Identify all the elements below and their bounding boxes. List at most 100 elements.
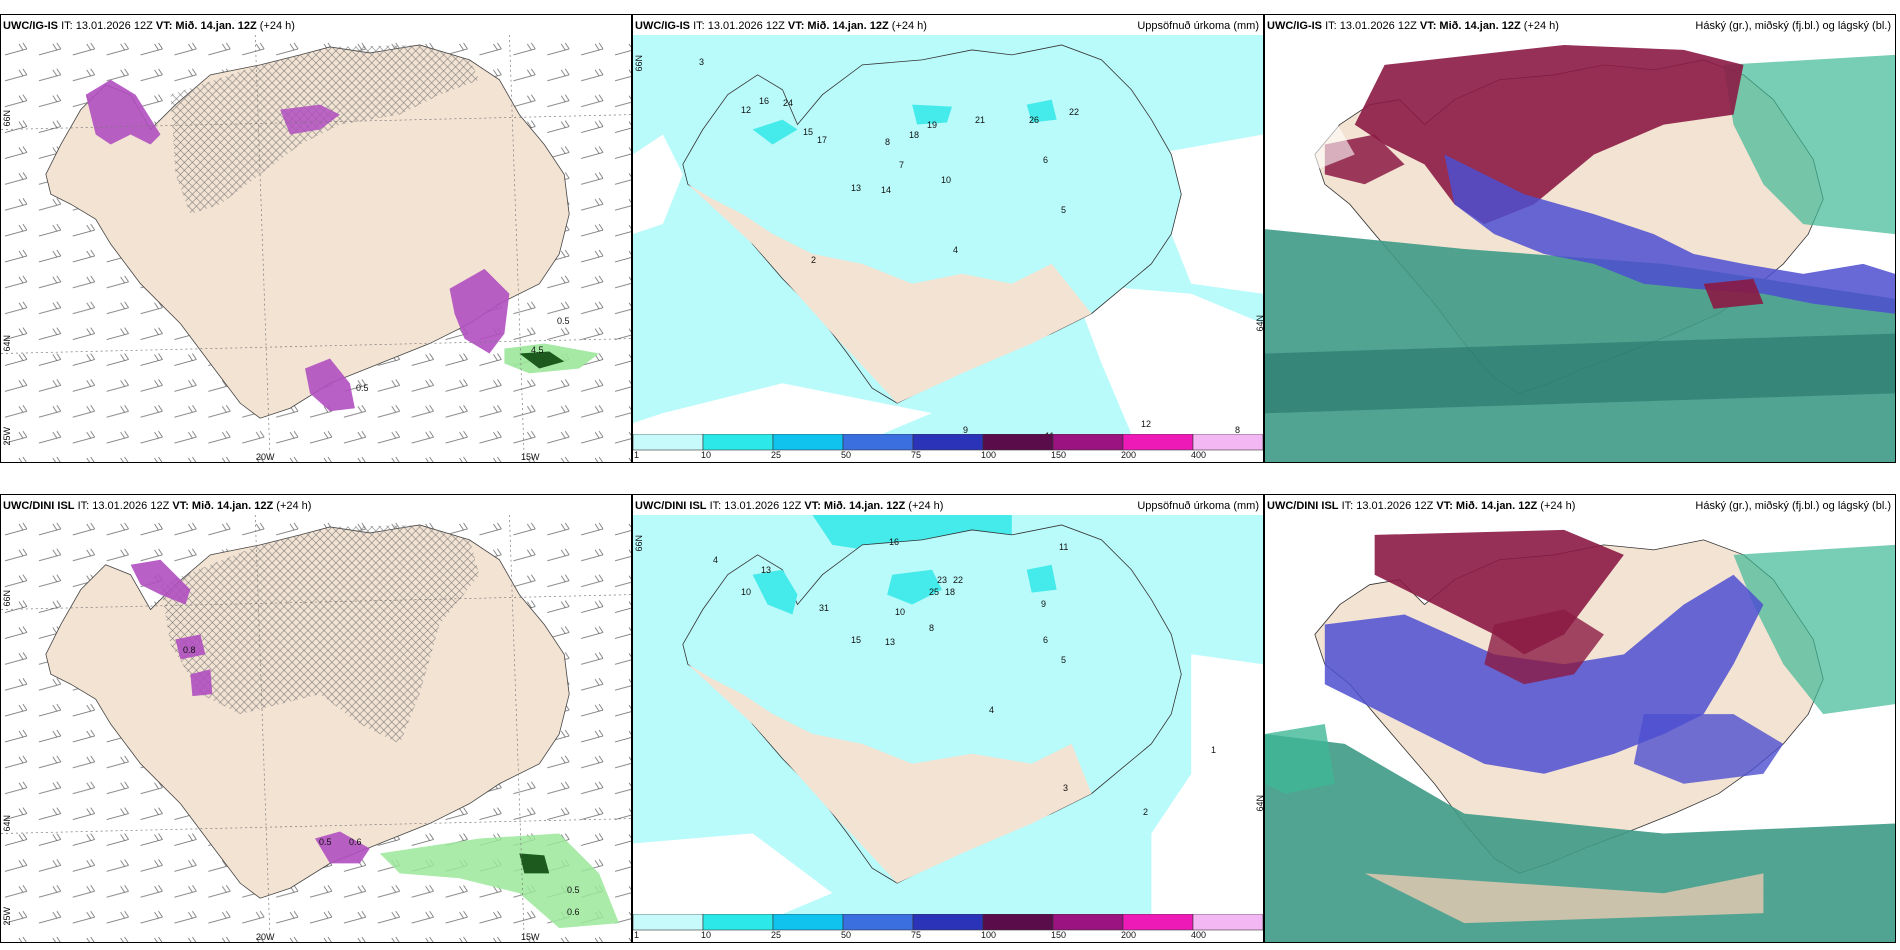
precip-value: 16 <box>889 537 900 547</box>
ice-purple-nw <box>85 79 161 145</box>
lon-label-25: 25W <box>2 427 12 446</box>
colorbar-swatch <box>912 914 984 931</box>
colorbar-tick: 50 <box>841 450 852 460</box>
colorbar-tick: 150 <box>1051 450 1067 460</box>
lon-label-25: 25W <box>2 907 12 926</box>
hatched-area <box>160 524 480 744</box>
precip-value: 5 <box>1061 655 1067 665</box>
colorbar-swatch <box>633 914 704 931</box>
green-area-dark <box>519 351 565 369</box>
colorbar-swatches <box>633 434 1263 451</box>
model-name: UWC/IG-IS <box>635 20 690 32</box>
low-cloud-ne <box>1733 544 1895 715</box>
colorbar-swatch <box>912 434 984 451</box>
lon-label-20: 20W <box>256 452 275 462</box>
precip-value: 13 <box>761 565 772 575</box>
clouds-panel-row2: UWC/DINI ISL IT: 13.01.2026 12Z VT: Mið.… <box>1264 494 1896 943</box>
colorbar-swatch <box>1192 914 1263 931</box>
contour-label: 0.5 <box>356 383 369 393</box>
precip-value: 22 <box>953 575 964 585</box>
colorbar-tick: 400 <box>1191 450 1207 460</box>
precip-value: 15 <box>803 127 814 137</box>
init-time: IT: 13.01.2026 12Z <box>77 500 170 512</box>
precip-map <box>633 35 1263 434</box>
lat-label-66: 66N <box>2 110 12 127</box>
precip-value: 16 <box>759 96 770 106</box>
colorbar-swatch <box>772 434 844 451</box>
precip-value: 9 <box>1041 599 1047 609</box>
precip-value: 4 <box>953 245 959 255</box>
colorbar-tick: 1 <box>634 930 640 940</box>
precip-value: 4 <box>989 705 995 715</box>
precip-value: 10 <box>895 607 906 617</box>
colorbar-tick: 25 <box>771 930 782 940</box>
precip-value: 1 <box>1211 745 1217 755</box>
precip-value: 22 <box>1069 107 1080 117</box>
model-name: UWC/IG-IS <box>3 20 58 32</box>
colorbar-swatch <box>702 914 774 931</box>
ice-purple-w <box>175 634 206 660</box>
panel-title: UWC/DINI ISL IT: 13.01.2026 12Z VT: Mið.… <box>635 497 943 515</box>
precip-value: 6 <box>1043 635 1049 645</box>
clouds-panel-row1: UWC/IG-IS IT: 13.01.2026 12Z VT: Mið. 14… <box>1264 14 1896 463</box>
lon-label-15: 15W <box>521 932 540 942</box>
precip-value: 18 <box>909 130 920 140</box>
colorbar-swatch <box>842 434 914 451</box>
ice-purple-n <box>280 104 340 135</box>
colorbar-swatch <box>1192 434 1263 451</box>
precip-value: 21 <box>975 115 986 125</box>
precip-value: 2 <box>1143 807 1149 817</box>
precip-value: 13 <box>851 183 862 193</box>
valid-time: VT: Mið. 14.jan. 12Z <box>787 20 889 32</box>
colorbar-tick: 10 <box>701 930 712 940</box>
wind-panel-row1: UWC/IG-IS IT: 13.01.2026 12Z VT: Mið. 14… <box>0 14 632 463</box>
colorbar-swatch <box>702 434 774 451</box>
lead-time: (+24 h) <box>259 20 295 32</box>
precip-value: 31 <box>819 603 830 613</box>
lead-time: (+24 h) <box>1523 20 1559 32</box>
colorbar-tick: 25 <box>771 450 782 460</box>
mid-cloud <box>1444 154 1895 314</box>
colorbar-tick: 75 <box>911 930 922 940</box>
init-time: IT: 13.01.2026 12Z <box>61 20 153 32</box>
colorbar-swatch <box>1122 434 1194 451</box>
colorbar-tick: 1 <box>634 450 640 460</box>
colorbar-swatch <box>982 434 1054 451</box>
lead-time: (+24 h) <box>276 500 312 512</box>
model-name: UWC/IG-IS <box>1267 20 1322 32</box>
valid-time: VT: Mið. 14.jan. 12Z <box>155 20 257 32</box>
lead-time: (+24 h) <box>1540 500 1576 512</box>
colorbar-tick: 75 <box>911 450 922 460</box>
green-area <box>379 833 620 929</box>
precip-value: 3 <box>1063 783 1069 793</box>
precip-colorbar <box>633 434 1263 462</box>
precip-value: 6 <box>1043 155 1049 165</box>
lat-label-64: 64N <box>2 815 12 832</box>
panel-subtitle: Háský (gr.), miðský (fj.bl.) og lágský (… <box>1695 500 1891 512</box>
precip-value: 10 <box>741 587 752 597</box>
lat-label-66: 66N <box>634 535 644 552</box>
contour-label: 4.5 <box>531 345 544 355</box>
colorbar-tick-labels: 1 10 25 50 75 100 150 200 400 <box>633 450 1263 462</box>
precip-value: 12 <box>1141 419 1152 429</box>
panel-subtitle: Háský (gr.), miðský (fj.bl.) og lágský (… <box>1695 20 1891 32</box>
precip-value: 19 <box>927 120 938 130</box>
precip-value: 12 <box>741 105 752 115</box>
colorbar-tick: 10 <box>701 450 712 460</box>
precip-value: 15 <box>851 635 862 645</box>
precip-value: 9 <box>963 425 969 435</box>
colorbar-swatch <box>633 434 704 451</box>
valid-time: VT: Mið. 14.jan. 12Z <box>1419 20 1521 32</box>
colorbar-swatch <box>1052 434 1124 451</box>
ice-purple-e <box>449 268 510 354</box>
lat-label-64: 64N <box>1255 795 1264 812</box>
precip-value: 11 <box>1059 542 1069 552</box>
precip-value: 8 <box>929 623 935 633</box>
precip-value: 5 <box>1061 205 1067 215</box>
panel-title: UWC/IG-IS IT: 13.01.2026 12Z VT: Mið. 14… <box>635 17 927 35</box>
lat-label-64: 64N <box>1255 315 1264 332</box>
contour-label: 0.5 <box>319 837 332 847</box>
precip-value: 25 <box>929 587 940 597</box>
lead-time: (+24 h) <box>891 20 927 32</box>
precip-panel-row2: UWC/DINI ISL IT: 13.01.2026 12Z VT: Mið.… <box>632 494 1264 943</box>
